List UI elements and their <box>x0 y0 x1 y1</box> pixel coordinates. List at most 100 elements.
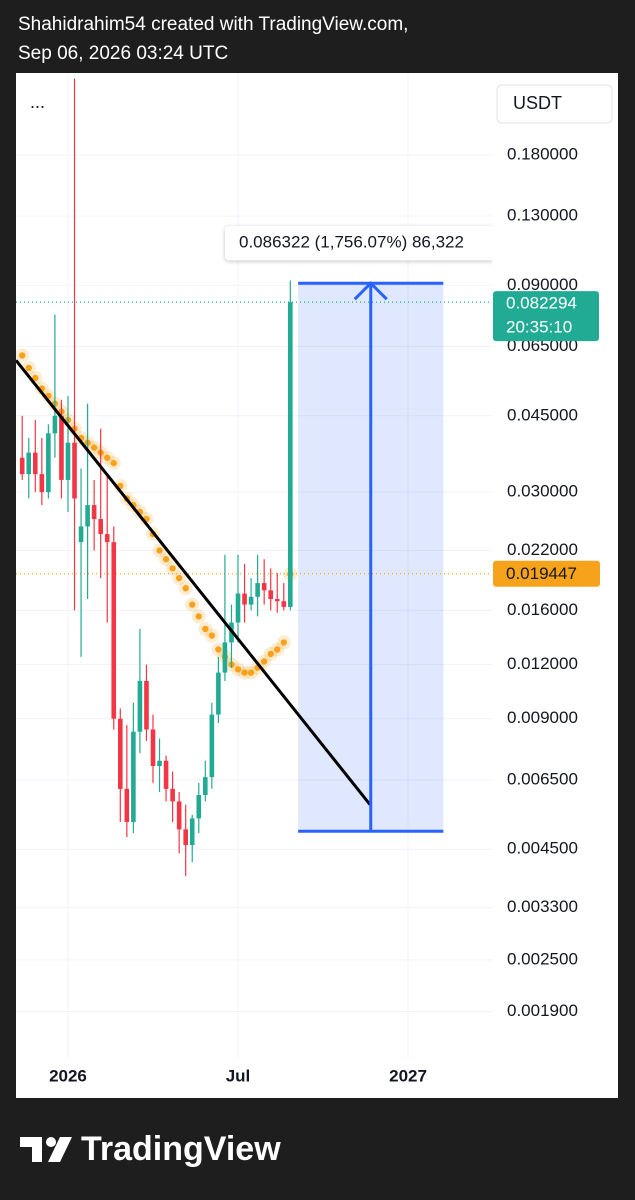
candle-body <box>72 442 77 499</box>
y-tick-label: 0.004500 <box>507 839 578 858</box>
candle-body <box>163 760 169 789</box>
plot-area: 0.086322 (1,756.07%) 86,322 <box>16 78 492 877</box>
logo-mark <box>48 1137 72 1162</box>
measure-arrowhead <box>353 281 388 301</box>
countdown-label: 20:35:10 <box>506 318 572 337</box>
indicator-dot <box>104 454 111 461</box>
menu-dots[interactable]: ... <box>30 92 45 112</box>
indicator-dot <box>25 364 32 372</box>
candle-body <box>137 680 143 732</box>
candle-body <box>131 731 136 822</box>
candle-body <box>216 672 221 715</box>
candle-body <box>19 457 25 475</box>
candle-body <box>52 415 58 434</box>
x-tick-label: 2026 <box>49 1066 87 1085</box>
candle-body <box>281 601 287 607</box>
candle-body <box>104 534 110 543</box>
y-tick-label: 0.006500 <box>507 769 578 788</box>
indicator-dot <box>267 650 274 658</box>
candle-body <box>268 590 274 600</box>
y-tick-label: 0.090000 <box>507 275 578 294</box>
candle-body <box>203 777 208 796</box>
indicator-dot <box>247 669 255 676</box>
y-tick-label: 0.022000 <box>507 540 578 559</box>
candle-body <box>26 452 32 475</box>
candle-body <box>209 714 215 778</box>
logo-dot <box>46 1137 56 1147</box>
candle-body <box>242 593 247 605</box>
indicator-price-box <box>493 560 600 587</box>
indicator-dot <box>208 632 216 639</box>
candle-body <box>196 795 202 819</box>
measure-label: 0.086322 (1,756.07%) 86,322 <box>239 233 464 252</box>
indicator-dot <box>32 374 39 382</box>
indicator-dot <box>241 669 248 676</box>
candle-body <box>78 526 84 543</box>
indicator-dot <box>175 574 183 582</box>
candle-body <box>150 729 156 767</box>
candle-body <box>261 583 267 591</box>
y-tick-label: 0.002500 <box>507 949 578 968</box>
indicator-dot <box>234 666 242 673</box>
y-tick-label: 0.009000 <box>507 708 578 727</box>
candle-body <box>274 599 280 602</box>
indicator-dot <box>189 601 196 608</box>
y-tick-label: 0.001900 <box>507 1001 578 1020</box>
candle-body <box>65 442 71 480</box>
candle-body <box>85 505 90 527</box>
indicator-dot <box>202 625 209 633</box>
indicator-dot <box>215 646 222 653</box>
candle-body <box>176 801 182 830</box>
indicator-dot <box>260 658 268 665</box>
indicator-dot <box>90 444 98 451</box>
indicator-price-label: 0.019447 <box>506 564 577 583</box>
candle-body <box>124 788 130 822</box>
brand-logo <box>20 1137 72 1162</box>
y-tick-label: 0.180000 <box>507 144 578 163</box>
candle-body <box>235 593 241 623</box>
candle-body <box>157 760 162 767</box>
indicator-dot <box>195 613 202 620</box>
candle-body <box>39 474 45 493</box>
candle-body <box>118 718 123 789</box>
trend-line <box>16 359 372 806</box>
header-credit: Shahidrahim54 created with TradingView.c… <box>18 14 408 35</box>
candle-body <box>46 433 51 493</box>
price-axis: 0.1800000.1300000.0900000.0650000.045000… <box>49 144 600 1085</box>
currency[interactable]: USDT <box>513 93 562 113</box>
currency-box[interactable] <box>496 84 613 124</box>
brand-name: TradingView <box>81 1130 281 1168</box>
candle-body <box>144 680 149 730</box>
candle-body <box>222 642 228 673</box>
candle-body <box>189 818 195 846</box>
candle-body <box>248 596 254 605</box>
candle-body <box>32 452 38 475</box>
candle-body <box>91 505 97 520</box>
candle-body <box>98 519 103 535</box>
indicator-dot <box>169 565 176 572</box>
y-tick-label: 0.016000 <box>507 600 578 619</box>
indicator-dot <box>162 556 170 563</box>
indicator-dot <box>274 646 281 653</box>
candle-body <box>255 583 260 597</box>
y-tick-label: 0.012000 <box>507 654 578 673</box>
indicator-dot <box>280 639 287 646</box>
y-tick-label: 0.045000 <box>507 405 578 424</box>
indicator-dot <box>110 459 117 467</box>
x-tick-label: 2027 <box>389 1066 427 1085</box>
measure-label-box <box>225 226 492 261</box>
candle-body <box>183 829 188 846</box>
candle-body <box>288 302 293 607</box>
indicator-dot <box>156 547 163 554</box>
y-tick-label: 0.030000 <box>507 482 578 501</box>
candle-body <box>59 415 64 480</box>
x-tick-label: Jul <box>226 1066 251 1085</box>
candle-body <box>111 542 117 719</box>
last-price-box <box>493 291 599 342</box>
candle-body <box>170 788 175 802</box>
y-tick-label: 0.130000 <box>507 206 578 225</box>
logo-mark <box>20 1137 42 1162</box>
y-tick-label: 0.003300 <box>507 897 578 916</box>
indicator-dot <box>19 352 26 359</box>
